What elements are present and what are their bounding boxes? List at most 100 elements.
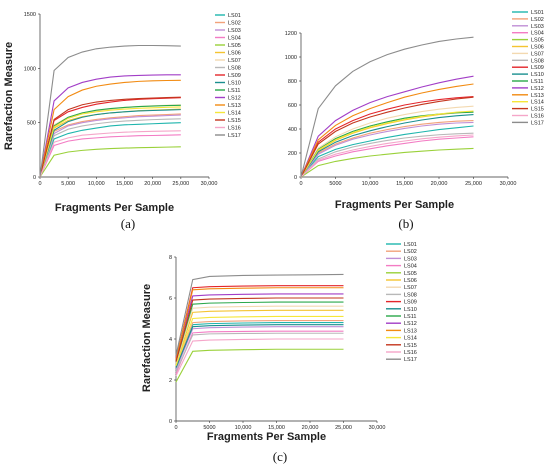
legend-entry: LS04 xyxy=(531,31,544,37)
y-tick-label: 4 xyxy=(169,337,172,343)
x-tick-label: 10,000 xyxy=(362,181,379,187)
legend-entry: LS09 xyxy=(404,300,417,306)
series-line-ls14 xyxy=(39,106,181,178)
series-line-ls01 xyxy=(175,322,344,368)
legend-entry: LS04 xyxy=(228,36,241,42)
y-tick-label: 0 xyxy=(169,419,172,425)
series-line-ls15 xyxy=(300,96,474,178)
legend-entry: LS08 xyxy=(531,58,544,64)
legend-entry: LS14 xyxy=(404,336,417,342)
panel-label: (c) xyxy=(273,449,287,464)
x-tick-label: 0 xyxy=(38,181,41,187)
x-tick-label: 30,000 xyxy=(201,181,218,187)
series-line-ls16 xyxy=(175,338,344,377)
legend-entry: LS13 xyxy=(404,328,417,334)
x-axis-label: Fragments Per Sample xyxy=(335,199,454,211)
series-line-ls16 xyxy=(39,130,181,178)
legend-entry: LS08 xyxy=(404,292,417,298)
legend-entry: LS07 xyxy=(531,51,544,57)
x-tick-label: 5,000 xyxy=(61,181,75,187)
legend-entry: LS01 xyxy=(228,13,241,19)
series-line-ls15 xyxy=(39,96,181,178)
x-tick-label: 10,000 xyxy=(235,425,252,431)
x-axis-label: Fragments Per Sample xyxy=(55,202,174,214)
series-line-ls03 xyxy=(39,114,181,178)
legend-entry: LS07 xyxy=(404,285,417,291)
series-line-ls02 xyxy=(39,113,181,178)
x-tick-label: 25,000 xyxy=(465,181,482,187)
series-line-ls17 xyxy=(175,273,344,356)
legend-entry: LS02 xyxy=(228,21,241,27)
legend-entry: LS12 xyxy=(228,96,241,102)
panel-b: 0 5000 10,000 15,000 20,000 25,000 30,000 0 200 4… xyxy=(285,10,544,231)
series-line-ls09 xyxy=(175,285,344,360)
series-line-ls17 xyxy=(39,44,181,178)
series-line-ls14 xyxy=(300,110,474,178)
series-line-ls07 xyxy=(175,305,344,364)
series-line-ls12 xyxy=(39,74,181,178)
legend-entry: LS17 xyxy=(228,133,241,139)
x-tick-label: 25,000 xyxy=(172,181,189,187)
series-line-ls13 xyxy=(300,83,474,178)
legend-entry: LS14 xyxy=(228,111,241,117)
legend-entry: LS11 xyxy=(531,79,543,85)
legend-entry: LS17 xyxy=(531,120,544,126)
series-line-ls10 xyxy=(300,114,474,178)
legend-entry: LS02 xyxy=(404,249,417,255)
y-tick-label: 600 xyxy=(288,103,297,109)
y-tick-label: 500 xyxy=(27,121,36,127)
x-tick-label: 0 xyxy=(299,181,302,187)
panel-label: (a) xyxy=(121,216,135,231)
y-tick-label: 0 xyxy=(33,175,36,181)
legend-entry: LS01 xyxy=(531,10,544,16)
series-line-ls04 xyxy=(300,136,474,178)
legend-entry: LS07 xyxy=(228,58,241,64)
series-line-ls15 xyxy=(175,297,344,362)
series-line-ls05 xyxy=(175,348,344,383)
series-line-ls03 xyxy=(175,326,344,370)
series-line-ls10 xyxy=(175,324,344,368)
legend-entry: LS09 xyxy=(531,65,544,71)
legend-entry: LS10 xyxy=(228,81,241,87)
y-tick-label: 1000 xyxy=(24,66,36,72)
y-tick-label: 1200 xyxy=(285,31,297,37)
series-line-ls08 xyxy=(39,118,181,178)
legend-entry: LS09 xyxy=(228,73,241,79)
legend-entry: LS13 xyxy=(228,103,241,109)
series-line-ls02 xyxy=(300,120,474,178)
legend-entry: LS14 xyxy=(531,100,544,106)
x-tick-label: 20,000 xyxy=(302,425,319,431)
y-tick-label: 0 xyxy=(294,175,297,181)
legend-entry: LS16 xyxy=(531,114,544,120)
y-axis-label: Rarefaction Measure xyxy=(141,284,153,392)
series-line-ls06 xyxy=(175,309,344,366)
x-axis-label: Fragments Per Sample xyxy=(207,431,326,443)
legend-entry: LS06 xyxy=(228,51,241,57)
legend-entry: LS05 xyxy=(531,38,544,44)
series-line-ls12 xyxy=(300,75,474,178)
panel-c: 0 5000 10,000 15,000 20,000 25,000 30,000 0 2 4 6 8… xyxy=(141,242,417,464)
x-tick-label: 0 xyxy=(174,425,177,431)
legend-entry: LS17 xyxy=(404,357,417,363)
series-line-ls01 xyxy=(300,125,474,178)
x-tick-label: 20,000 xyxy=(144,181,161,187)
series-line-ls03 xyxy=(300,121,474,178)
legend-entry: LS12 xyxy=(404,321,417,327)
series-line-ls17 xyxy=(300,36,474,178)
legend-entry: LS03 xyxy=(404,256,417,262)
series-line-ls05 xyxy=(39,146,181,178)
series-line-ls11 xyxy=(175,301,344,362)
legend-entry: LS11 xyxy=(228,88,240,94)
y-tick-label: 6 xyxy=(169,296,172,302)
x-tick-label: 10,000 xyxy=(88,181,105,187)
legend-entry: LS15 xyxy=(228,118,241,124)
y-tick-label: 200 xyxy=(288,151,297,157)
series-line-ls07 xyxy=(300,105,474,178)
legend-entry: LS16 xyxy=(404,350,417,356)
legend-entry: LS02 xyxy=(531,17,544,23)
y-tick-label: 2 xyxy=(169,378,172,384)
legend-entry: LS15 xyxy=(404,343,417,349)
x-tick-label: 30,000 xyxy=(500,181,517,187)
series-line-ls08 xyxy=(300,132,474,178)
